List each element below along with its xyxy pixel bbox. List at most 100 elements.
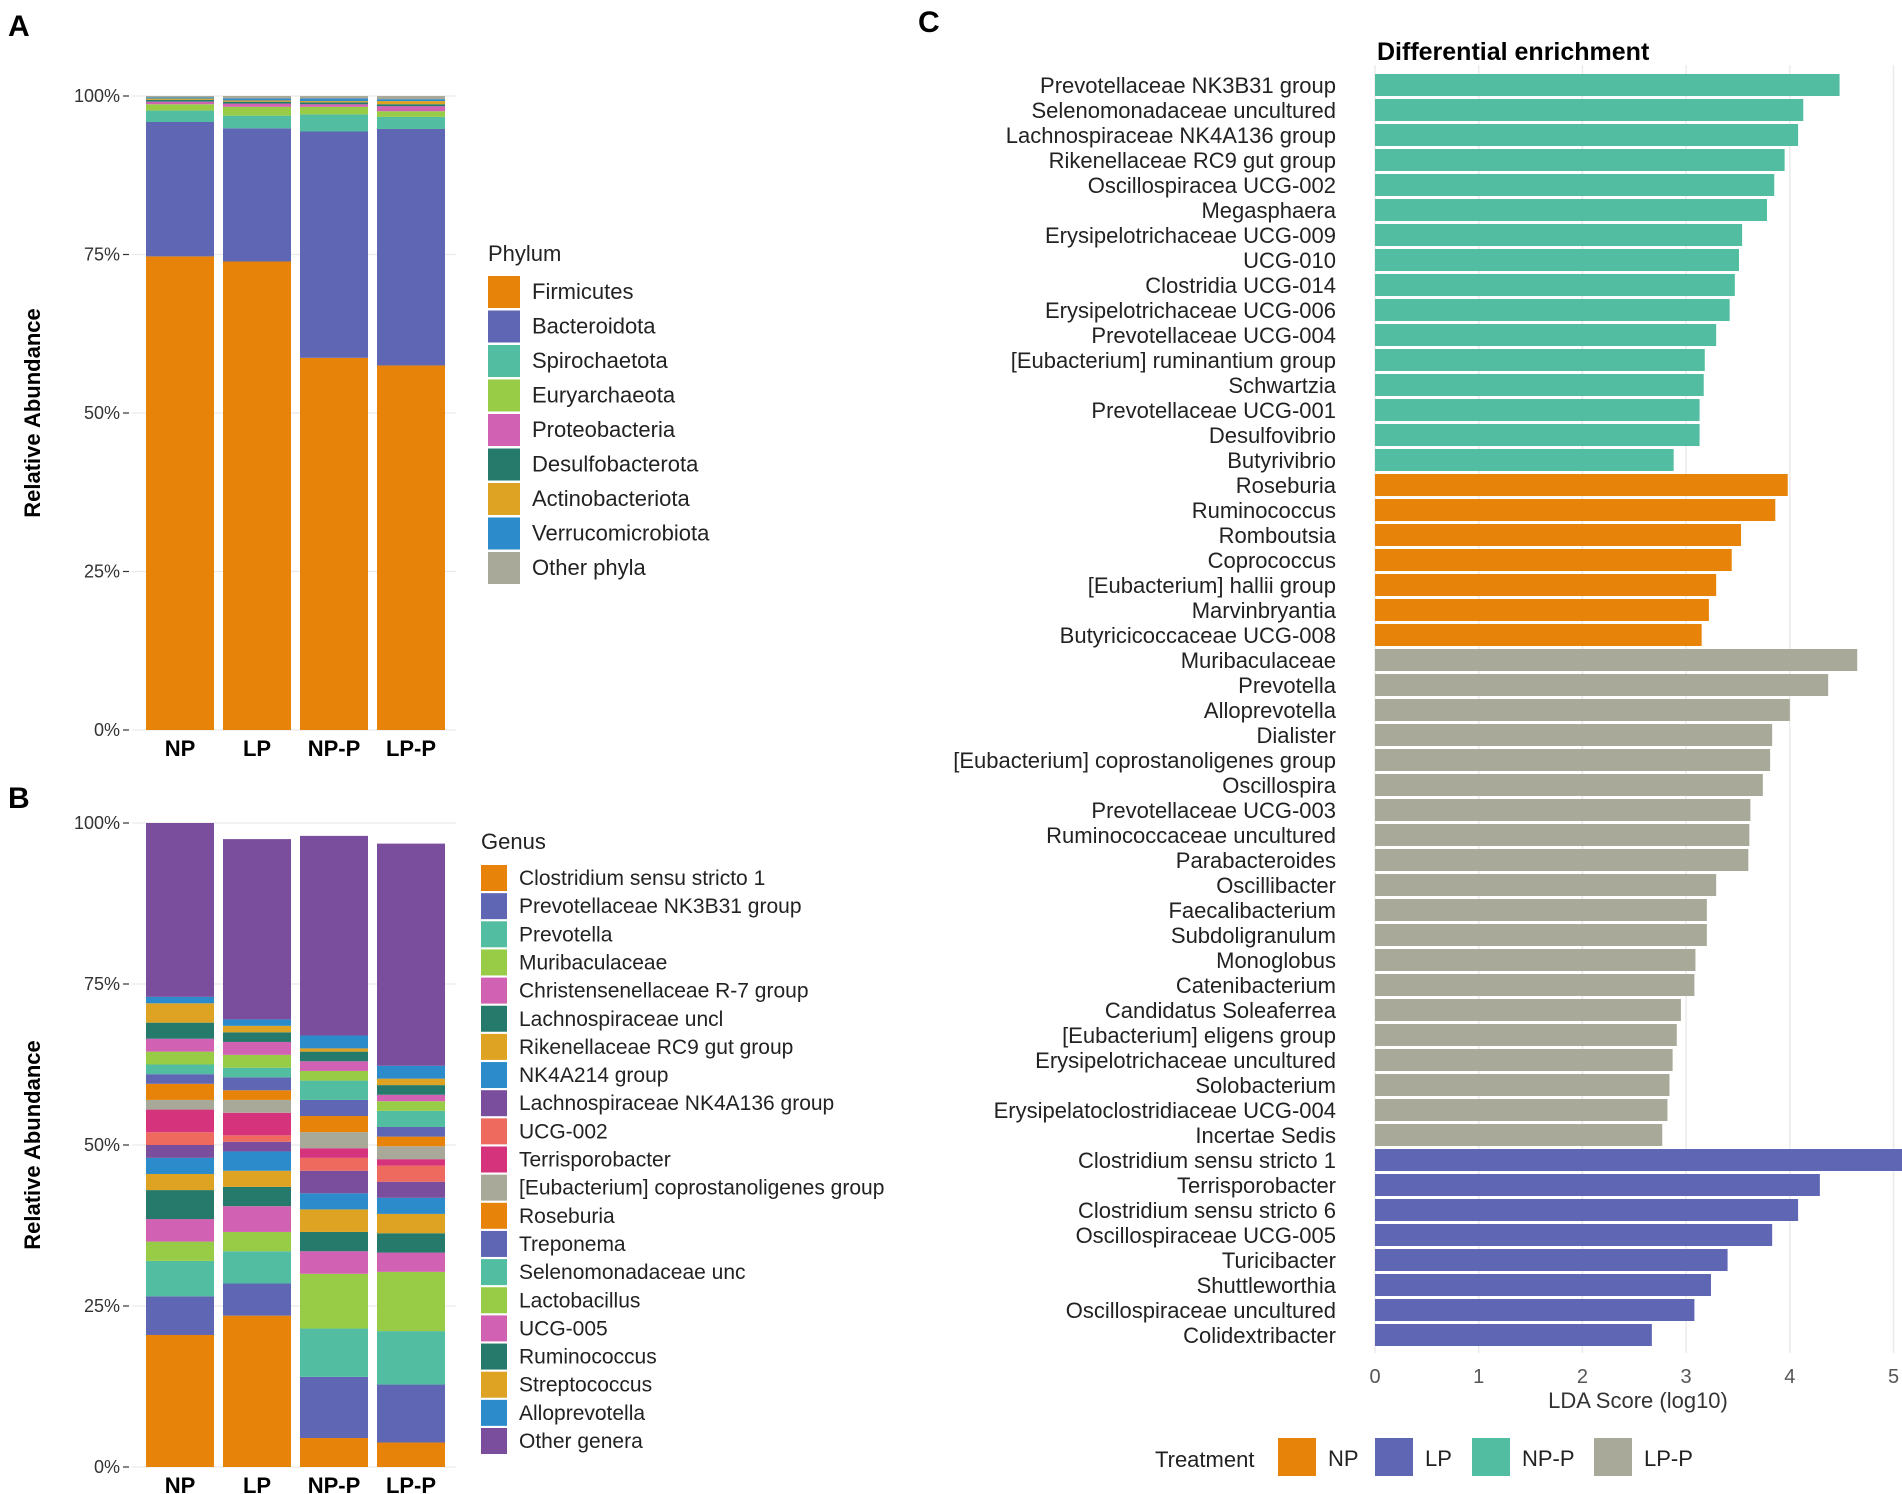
a-bar-segment bbox=[146, 121, 214, 257]
a-legend-key bbox=[488, 379, 520, 412]
b-bar-segment bbox=[223, 1135, 291, 1142]
b-legend-title: Genus bbox=[481, 829, 546, 854]
a-bar-segment bbox=[377, 128, 445, 366]
b-legend-key bbox=[481, 1287, 507, 1314]
b-legend-key bbox=[481, 1202, 507, 1229]
a-bar-segment bbox=[377, 365, 445, 730]
b-bar-segment bbox=[300, 1051, 368, 1062]
a-bar-segment bbox=[300, 96, 368, 99]
c-xtick-label: 3 bbox=[1681, 1366, 1692, 1388]
b-legend-label: Rikenellaceae RC9 gut group bbox=[519, 1036, 793, 1059]
b-ytick-label: 0% bbox=[94, 1457, 120, 1477]
b-legend-label: Roseburia bbox=[519, 1205, 615, 1228]
c-bar-label: Subdoligranulum bbox=[1171, 923, 1336, 948]
b-bar-segment bbox=[300, 1070, 368, 1081]
panel-b-genus-chart: 0% 25% 50% 75% 100% Relative Abundance NP LP NP-… bbox=[20, 813, 884, 1494]
c-bar-label: [Eubacterium] hallii group bbox=[1088, 573, 1336, 598]
b-bar-segment bbox=[300, 1209, 368, 1232]
b-legend-key bbox=[481, 949, 507, 976]
b-legend-label: Terrisporobacter bbox=[519, 1149, 671, 1172]
a-category-label: LP-P bbox=[386, 736, 436, 761]
c-bar bbox=[1375, 1249, 1728, 1271]
c-bar bbox=[1375, 374, 1704, 396]
b-legend-key bbox=[481, 865, 507, 891]
c-bar bbox=[1375, 1224, 1773, 1246]
c-bar bbox=[1375, 1024, 1677, 1046]
b-bar-segment bbox=[223, 1077, 291, 1091]
a-bar-segment bbox=[223, 100, 291, 102]
c-bar-label: Prevotellaceae UCG-004 bbox=[1091, 323, 1336, 348]
a-legend-label: Firmicutes bbox=[532, 279, 633, 304]
b-legend-key bbox=[481, 1343, 507, 1370]
b-bar-segment bbox=[377, 1110, 445, 1127]
c-bar-label: Selenomonadaceae uncultured bbox=[1031, 98, 1336, 123]
c-bar-label: Turicibacter bbox=[1222, 1248, 1336, 1273]
c-bar bbox=[1375, 549, 1732, 571]
b-bar-segment bbox=[146, 1003, 214, 1023]
a-bar-segment bbox=[377, 101, 445, 105]
a-bar-segment bbox=[300, 104, 368, 107]
b-legend-key bbox=[481, 1259, 507, 1286]
b-bar-segment bbox=[223, 1099, 291, 1113]
c-bar-label: Parabacteroides bbox=[1176, 848, 1336, 873]
b-bar-segment bbox=[223, 1054, 291, 1068]
b-bar-segment bbox=[146, 1099, 214, 1110]
b-legend-label: Lactobacillus bbox=[519, 1289, 640, 1312]
b-bar-segment bbox=[377, 1146, 445, 1160]
a-legend-key bbox=[488, 552, 520, 584]
b-bar-segment bbox=[300, 1328, 368, 1377]
b-ytick-label: 50% bbox=[84, 1135, 120, 1155]
b-legend-label: Muribaculaceae bbox=[519, 951, 667, 974]
c-bar bbox=[1375, 1199, 1799, 1221]
b-legend-key bbox=[481, 1062, 507, 1089]
a-bar-segment bbox=[146, 110, 214, 122]
b-category-label: NP-P bbox=[308, 1473, 361, 1494]
c-bar-label: Colidextribacter bbox=[1183, 1323, 1336, 1348]
b-category-label: LP-P bbox=[386, 1473, 436, 1494]
c-bar-label: Marvinbryantia bbox=[1192, 598, 1337, 623]
b-bar-segment bbox=[377, 1271, 445, 1332]
b-legend-label: NK4A214 group bbox=[519, 1064, 668, 1087]
b-bar-segment bbox=[300, 1035, 368, 1049]
c-bar bbox=[1375, 349, 1705, 371]
b-bar-segment bbox=[377, 1101, 445, 1111]
c-bar-label: Oscillospiracea UCG-002 bbox=[1088, 173, 1336, 198]
a-bar-segment bbox=[146, 101, 214, 105]
c-bar bbox=[1375, 699, 1790, 721]
b-bar-segment bbox=[377, 1233, 445, 1253]
a-legend-label: Spirochaetota bbox=[532, 348, 669, 373]
c-bar-label: Solobacterium bbox=[1195, 1073, 1336, 1098]
panel-letter-b: B bbox=[8, 782, 30, 815]
b-bar-segment bbox=[300, 1273, 368, 1329]
a-bar-segment bbox=[300, 106, 368, 115]
c-legend-key bbox=[1375, 1438, 1413, 1476]
b-legend-key bbox=[481, 1230, 507, 1257]
b-bar-segment bbox=[146, 996, 214, 1004]
b-bar-segment bbox=[377, 1085, 445, 1095]
b-bar-segment bbox=[146, 1064, 214, 1075]
c-bar bbox=[1375, 574, 1717, 596]
b-bar-segment bbox=[223, 1041, 291, 1055]
a-bar-segment bbox=[146, 99, 214, 102]
a-legend-key bbox=[488, 310, 520, 343]
c-bar bbox=[1375, 299, 1730, 321]
b-bar-segment bbox=[377, 1442, 445, 1467]
b-bar-segment bbox=[146, 1219, 214, 1242]
b-bar-segment bbox=[300, 1116, 368, 1133]
b-bar-segment bbox=[223, 1151, 291, 1171]
c-bar bbox=[1375, 74, 1840, 96]
c-bar-label: [Eubacterium] ruminantium group bbox=[1011, 348, 1336, 373]
a-ytick-label: 25% bbox=[84, 562, 120, 582]
b-ytick-label: 75% bbox=[84, 974, 120, 994]
c-bar bbox=[1375, 674, 1829, 696]
b-legend-key bbox=[481, 1118, 507, 1145]
b-bar-segment bbox=[300, 1193, 368, 1210]
c-bar-label: Coprococcus bbox=[1208, 548, 1336, 573]
a-bar-segment bbox=[377, 99, 445, 102]
c-bar-label: Schwartzia bbox=[1228, 373, 1336, 398]
b-bar-segment bbox=[146, 1022, 214, 1039]
c-bar-label: Clostridia UCG-014 bbox=[1145, 273, 1336, 298]
a-bar-segment bbox=[223, 128, 291, 262]
a-bar-segment bbox=[146, 256, 214, 730]
c-bar bbox=[1375, 1049, 1673, 1071]
